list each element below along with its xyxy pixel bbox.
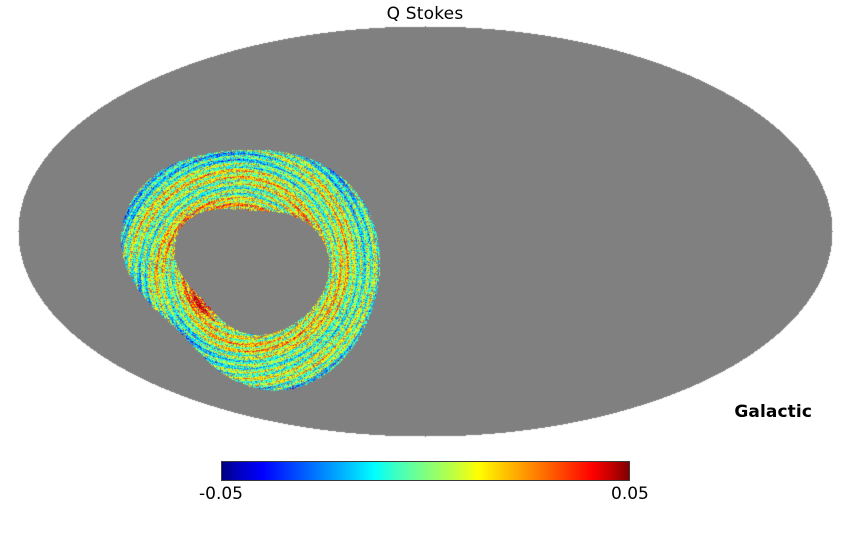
colorbar-max-tick: 0.05 (611, 484, 649, 504)
page-title: Q Stokes (386, 4, 464, 24)
colorbar-min-tick: -0.05 (199, 484, 243, 504)
mollweide-sky-map (0, 26, 850, 440)
colorbar (221, 461, 630, 481)
colorbar-gradient (221, 461, 630, 481)
coordinate-system-label: Galactic (734, 402, 812, 422)
